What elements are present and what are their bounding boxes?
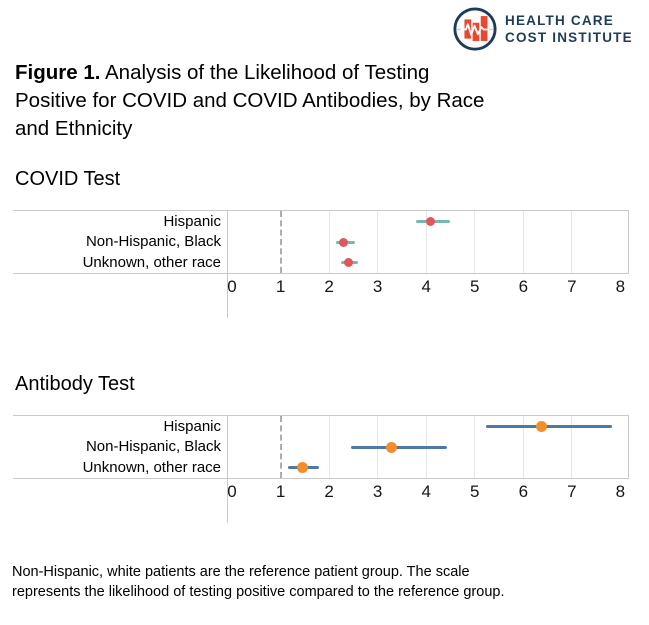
data-point xyxy=(426,216,436,226)
category-label: Hispanic xyxy=(163,212,221,230)
tick-label: 6 xyxy=(518,277,529,296)
tick-label: 0 xyxy=(227,482,237,501)
tick-label: 7 xyxy=(567,277,577,296)
tick-label: 8 xyxy=(615,277,626,296)
footnote: Non-Hispanic, white patients are the ref… xyxy=(12,563,504,602)
antibody-plot-area: Hispanic Non-Hispanic, Black Unknown, othe… xyxy=(13,415,629,479)
category-label: Non-Hispanic, Black xyxy=(85,233,221,251)
tick-label: 3 xyxy=(372,482,383,501)
tick-label: 1 xyxy=(275,277,286,296)
tick-label: 1 xyxy=(275,482,286,501)
antibody-x-axis: 0 1 2 3 4 5 6 7 8 xyxy=(227,479,629,523)
tick-label: 3 xyxy=(372,277,383,296)
gridline xyxy=(522,211,524,273)
logo-text-line2: COST INSTITUTE xyxy=(505,30,633,45)
tick-label: 5 xyxy=(470,277,480,296)
reference-line xyxy=(280,416,283,478)
gridline xyxy=(570,211,572,273)
ci-bar xyxy=(486,424,613,428)
logo-text: HEALTH CARE COST INSTITUTE xyxy=(505,12,633,47)
figure-title-line1-text: Analysis of the Likelihood of Testing xyxy=(100,61,430,84)
tick-label: 8 xyxy=(615,482,626,501)
category-label: Hispanic xyxy=(163,417,221,435)
logo-text-line1: HEALTH CARE xyxy=(505,12,614,28)
gridline xyxy=(570,416,572,478)
figure-title-line1: Figure 1. Analysis of the Likelihood of … xyxy=(15,59,575,87)
tick-label: 4 xyxy=(421,277,431,296)
gridline xyxy=(474,416,476,478)
antibody-panel xyxy=(227,416,629,478)
hcci-logo: HEALTH CARE COST INSTITUTE xyxy=(452,6,633,52)
figure-title: Figure 1. Analysis of the Likelihood of … xyxy=(15,59,575,143)
reference-line xyxy=(280,211,283,273)
covid-x-axis: 0 1 2 3 4 5 6 7 8 xyxy=(227,274,629,318)
category-label: Unknown, other race xyxy=(82,459,221,477)
tick-label: 2 xyxy=(324,482,334,501)
gridline xyxy=(377,211,379,273)
covid-panel xyxy=(227,211,629,273)
antibody-category-labels: Hispanic Non-Hispanic, Black Unknown, othe… xyxy=(13,416,227,478)
hcci-logo-icon xyxy=(453,7,497,51)
tick-label: 7 xyxy=(567,482,577,501)
covid-test-chart: COVID Test Hispanic Non-Hispanic, Black Un… xyxy=(13,166,629,318)
gridline xyxy=(328,416,330,478)
data-point xyxy=(338,237,348,247)
data-point xyxy=(536,420,548,432)
gridline xyxy=(474,211,476,273)
data-point xyxy=(296,462,308,474)
tick-label: 2 xyxy=(324,277,334,296)
ci-bar xyxy=(350,445,448,449)
gridline xyxy=(522,416,524,478)
tick-label: 0 xyxy=(227,277,237,296)
data-point xyxy=(386,441,398,453)
data-point xyxy=(343,258,353,268)
chart-title-covid: COVID Test xyxy=(15,168,121,190)
covid-plot-area: Hispanic Non-Hispanic, Black Unknown, othe… xyxy=(13,210,629,274)
footnote-line1: Non-Hispanic, white patients are the ref… xyxy=(12,564,470,580)
tick-label: 5 xyxy=(470,482,480,501)
tick-label: 6 xyxy=(518,482,529,501)
figure-number: Figure 1. xyxy=(15,61,101,84)
antibody-test-chart: Antibody Test Hispanic Non-Hispanic, Blac… xyxy=(13,371,629,523)
gridline xyxy=(328,211,330,273)
figure-title-line2: Positive for COVID and COVID Antibodies,… xyxy=(15,89,485,112)
covid-category-labels: Hispanic Non-Hispanic, Black Unknown, othe… xyxy=(13,211,227,273)
gridline xyxy=(425,211,427,273)
category-label: Unknown, other race xyxy=(82,254,221,272)
category-label: Non-Hispanic, Black xyxy=(85,438,221,456)
chart-title-antibody: Antibody Test xyxy=(15,373,135,395)
tick-label: 4 xyxy=(421,482,431,501)
footnote-line2: represents the likelihood of testing pos… xyxy=(12,583,505,600)
figure-title-line3: and Ethnicity xyxy=(15,117,133,140)
